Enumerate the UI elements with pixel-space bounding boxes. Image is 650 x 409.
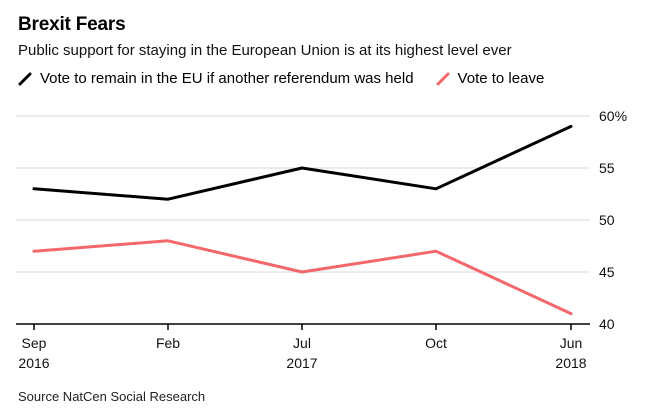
y-tick-label-40: 40 (599, 316, 615, 332)
y-tick-label-60: 60% (599, 108, 627, 124)
series-lines (32, 124, 573, 316)
chart-subtitle: Public support for staying in the Europe… (18, 42, 512, 59)
legend-swatch-leave (436, 72, 450, 86)
y-tick-label-55: 55 (599, 160, 615, 176)
series-line-remain (32, 124, 573, 201)
x-tick-label-month: Feb (156, 335, 180, 351)
x-tick-label-month: Sep (22, 335, 47, 351)
y-axis-ticks: 60% 55 50 45 40 (599, 108, 627, 332)
legend-swatch-remain (18, 72, 32, 86)
y-tick-label-50: 50 (599, 212, 615, 228)
x-tick-label-year: 2017 (286, 355, 317, 371)
y-tick-label-45: 45 (599, 264, 615, 280)
source-note: Source NatCen Social Research (18, 389, 206, 404)
x-tick-label-month: Jun (560, 335, 583, 351)
chart-title: Brexit Fears (18, 14, 126, 35)
legend-label-leave: Vote to leave (457, 70, 545, 87)
legend-item-leave: Vote to leave (436, 70, 545, 88)
legend-item-remain: Vote to remain in the EU if another refe… (18, 70, 414, 88)
x-tick-label-month: Jul (293, 335, 311, 351)
x-tick-label-month: Oct (425, 335, 447, 351)
series-line-leave (32, 239, 573, 316)
x-tick-label-year: 2018 (555, 355, 586, 371)
legend-label-remain: Vote to remain in the EU if another refe… (40, 70, 414, 87)
x-axis-ticks: Sep 2016 Feb Jul 2017 Oct Jun 2018 (18, 324, 587, 371)
chart-legend: Vote to remain in the EU if another refe… (18, 70, 566, 88)
x-tick-label-year: 2016 (18, 355, 49, 371)
